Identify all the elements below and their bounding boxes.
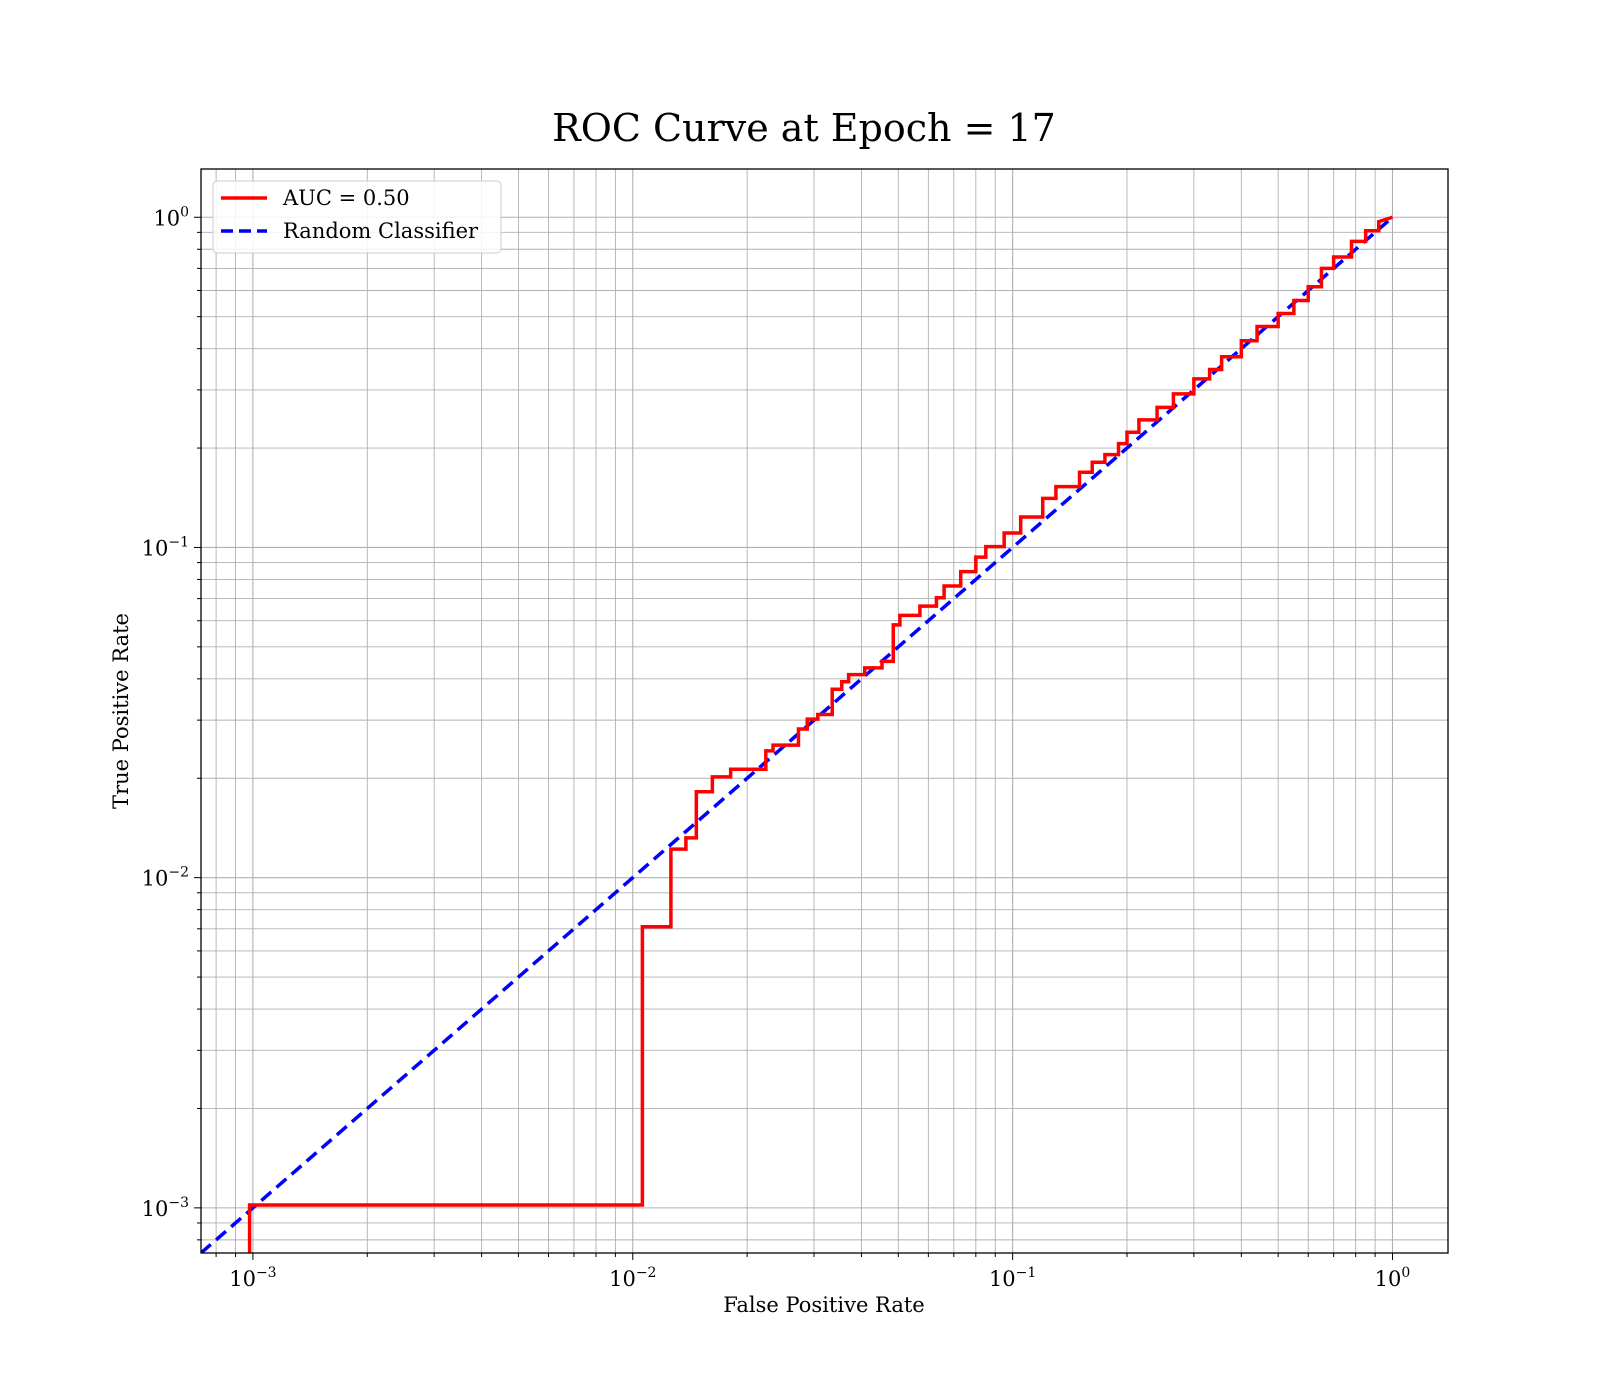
x-tick-label: 10−2 (609, 1265, 656, 1291)
x-axis-label: False Positive Rate (723, 1293, 924, 1317)
legend-label-random: Random Classifier (283, 219, 479, 243)
y-tick-label: 10−1 (142, 534, 189, 560)
y-tick-label: 100 (153, 204, 189, 230)
x-tick-label: 100 (1375, 1265, 1411, 1291)
chart-title: ROC Curve at Epoch = 17 (552, 106, 1056, 150)
plot-frame (200, 168, 1449, 1254)
plot-data (201, 215, 1394, 1253)
x-tick-label: 10−1 (989, 1265, 1036, 1291)
y-tick-label: 10−2 (142, 865, 189, 891)
x-tick-label: 10−3 (229, 1265, 276, 1291)
y-axis-label: True Positive Rate (109, 613, 133, 809)
legend-box (212, 180, 502, 254)
legend: AUC = 0.50 Random Classifier (212, 180, 502, 254)
grid (201, 169, 1448, 1253)
y-tick-label: 10−3 (142, 1195, 189, 1221)
ticks: 10−3 10−2 10−1 100 10−3 10−2 10−1 100 (142, 204, 1411, 1291)
roc-curve-line (247, 215, 1394, 1253)
legend-label-auc: AUC = 0.50 (282, 186, 410, 210)
